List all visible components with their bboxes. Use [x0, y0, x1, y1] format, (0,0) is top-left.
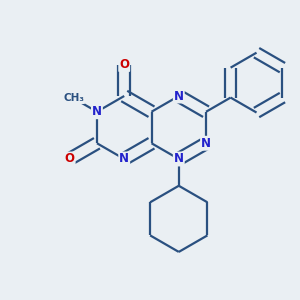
Text: O: O — [119, 58, 129, 71]
Text: N: N — [92, 105, 102, 118]
Text: N: N — [174, 89, 184, 103]
Text: O: O — [65, 152, 75, 166]
Text: N: N — [119, 152, 129, 166]
Text: N: N — [201, 137, 211, 150]
Text: N: N — [174, 152, 184, 166]
Text: CH₃: CH₃ — [63, 93, 84, 103]
